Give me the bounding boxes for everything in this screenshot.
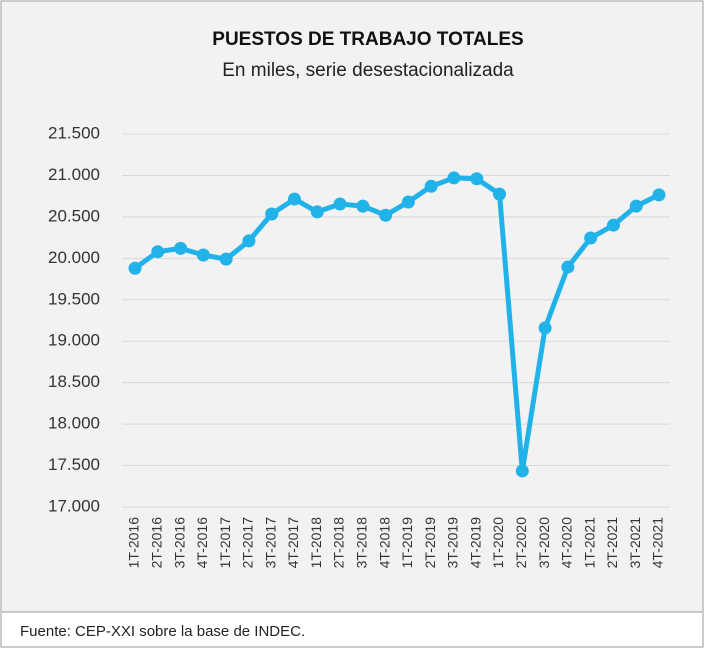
data-point: [652, 188, 666, 202]
x-tick-label: 1T-2020: [490, 517, 506, 569]
data-point: [333, 197, 347, 211]
x-tick-label: 2T-2018: [331, 517, 347, 569]
chart-subtitle: En miles, serie desestacionalizada: [222, 60, 514, 81]
data-point: [219, 252, 233, 266]
source-note: Fuente: CEP-XXI sobre la base de INDEC.: [20, 623, 305, 640]
x-tick-label: 1T-2019: [399, 517, 415, 569]
y-tick-label: 18.500: [48, 372, 100, 391]
y-tick-label: 17.000: [48, 496, 100, 515]
x-tick-label: 1T-2017: [217, 517, 233, 569]
data-point: [561, 260, 575, 274]
data-point: [629, 199, 643, 213]
y-tick-label: 18.000: [48, 414, 100, 433]
data-point: [424, 179, 438, 193]
y-tick-label: 20.500: [48, 206, 100, 225]
x-tick-label: 3T-2018: [354, 517, 370, 569]
y-tick-label: 21.000: [48, 165, 100, 184]
y-tick-label: 20.000: [48, 248, 100, 267]
y-tick-label: 21.500: [48, 123, 100, 142]
data-point: [515, 464, 529, 478]
data-point: [379, 208, 393, 222]
y-tick-label: 19.000: [48, 331, 100, 350]
data-point: [401, 195, 415, 209]
y-tick-label: 17.500: [48, 455, 100, 474]
data-point: [310, 205, 324, 219]
data-point: [470, 172, 484, 186]
x-tick-label: 3T-2019: [445, 517, 461, 569]
data-point: [196, 248, 210, 262]
x-tick-label: 3T-2017: [262, 517, 278, 569]
data-point: [265, 207, 279, 221]
data-point: [242, 234, 256, 248]
data-point: [606, 218, 620, 232]
x-tick-label: 4T-2021: [650, 517, 666, 569]
x-tick-label: 4T-2017: [285, 517, 301, 569]
x-tick-label: 3T-2021: [627, 517, 643, 569]
data-point: [447, 171, 461, 185]
y-tick-label: 19.500: [48, 289, 100, 308]
data-point: [493, 187, 507, 201]
data-point: [287, 192, 301, 206]
x-tick-label: 2T-2020: [513, 517, 529, 569]
x-tick-label: 4T-2020: [559, 517, 575, 569]
data-point: [584, 231, 598, 245]
data-point: [174, 241, 188, 255]
x-tick-label: 1T-2021: [581, 517, 597, 569]
data-point: [356, 199, 370, 213]
x-tick-label: 3T-2020: [536, 517, 552, 569]
chart-background: [2, 2, 702, 612]
x-tick-label: 1T-2018: [308, 517, 324, 569]
chart-title: PUESTOS DE TRABAJO TOTALES: [212, 29, 523, 50]
data-point: [538, 321, 552, 335]
x-tick-label: 4T-2016: [194, 517, 210, 569]
x-tick-label: 4T-2019: [467, 517, 483, 569]
x-tick-label: 3T-2016: [171, 517, 187, 569]
x-tick-label: 2T-2019: [422, 517, 438, 569]
data-point: [151, 245, 165, 259]
x-tick-label: 1T-2016: [126, 517, 142, 569]
data-point: [128, 261, 142, 275]
x-tick-label: 4T-2018: [376, 517, 392, 569]
x-tick-label: 2T-2016: [148, 517, 164, 569]
x-tick-label: 2T-2017: [240, 517, 256, 569]
x-tick-label: 2T-2021: [604, 517, 620, 569]
